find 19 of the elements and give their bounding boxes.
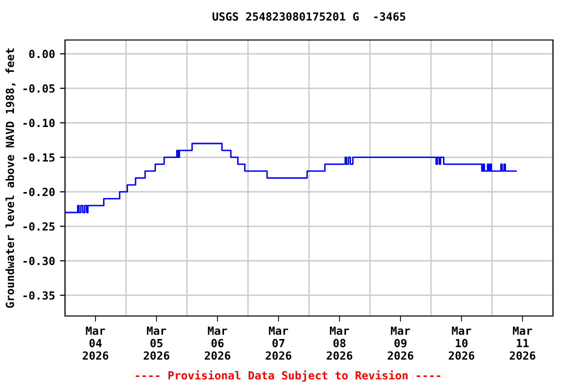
y-tick-label: -0.10 [23,118,55,128]
x-tick-label: Mar 06 2026 [204,326,230,360]
x-tick-label: Mar 10 2026 [448,326,474,360]
y-tick-label: 0.00 [29,50,55,58]
y-tick-label: -0.20 [23,188,55,196]
x-tick-label: Mar 04 2026 [82,326,108,360]
y-tick-label: -0.35 [23,291,55,300]
y-tick-label: -0.25 [23,222,55,231]
text: ---- Provisional Data Subject to Revision ---- [136,370,440,382]
y-axis-title: Groundwater level above NAVD 1988, feet [6,48,16,308]
x-tick-label: Mar 09 2026 [388,326,414,360]
y-tick-label: -0.05 [23,84,55,93]
x-tick-label: Mar 11 2026 [510,326,536,360]
x-tick-label: Mar 07 2026 [266,326,292,360]
y-tick-label: -0.15 [23,153,55,162]
x-tick-label: Mar 08 2026 [326,326,352,360]
x-tick-label: Mar 05 2026 [144,326,170,360]
y-tick-label: -0.30 [23,256,55,266]
chart-title: USGS 254823080175201 G -3465 [212,12,406,21]
